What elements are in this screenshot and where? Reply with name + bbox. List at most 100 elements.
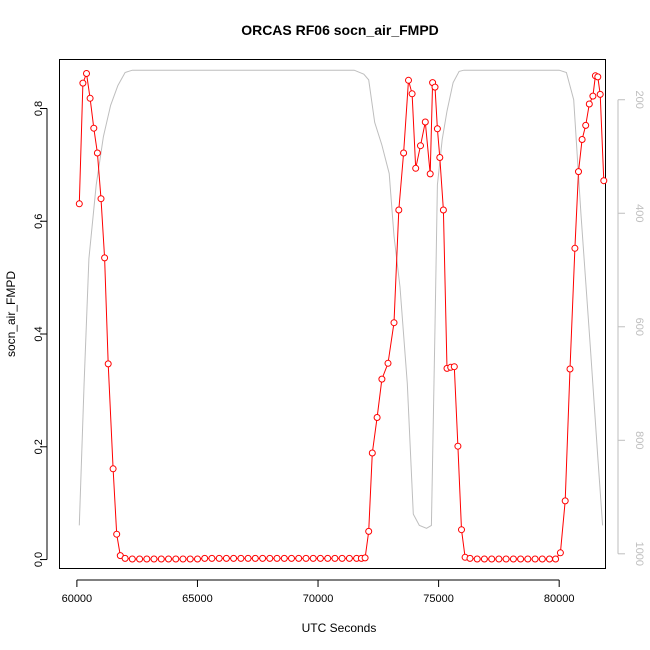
- fmpd-point: [86, 94, 94, 102]
- fmpd-point: [589, 92, 597, 100]
- fmpd-point: [458, 526, 465, 534]
- fmpd-point: [136, 555, 144, 563]
- right-tick-label: 800: [633, 431, 645, 449]
- right-tick-label: 600: [633, 318, 645, 336]
- fmpd-point: [280, 554, 288, 562]
- fmpd-point: [480, 555, 488, 563]
- fmpd-point: [194, 555, 201, 563]
- fmpd-point: [433, 125, 441, 133]
- fmpd-point: [109, 465, 117, 473]
- fmpd-point: [546, 555, 553, 563]
- fmpd-point: [373, 414, 381, 421]
- fmpd-point: [495, 555, 503, 563]
- fmpd-point: [101, 254, 109, 262]
- fmpd-point: [524, 555, 532, 563]
- fmpd-point: [345, 554, 353, 562]
- fmpd-point: [244, 554, 252, 562]
- fmpd-point: [466, 554, 474, 562]
- fmpd-point: [324, 554, 332, 562]
- fmpd-point: [295, 554, 303, 562]
- fmpd-point: [395, 206, 403, 214]
- fmpd-point: [561, 497, 569, 505]
- fmpd-point: [179, 555, 187, 563]
- y-tick-label: 0.2: [33, 439, 45, 454]
- x-tick-label: 60000: [62, 593, 93, 605]
- right-tick-label: 200: [633, 91, 645, 109]
- fmpd-point: [331, 554, 339, 562]
- y-tick-label: 0.6: [33, 214, 45, 229]
- fmpd-point: [365, 527, 373, 535]
- fmpd-point: [90, 124, 98, 132]
- x-axis-label: UTC Seconds: [302, 621, 377, 635]
- fmpd-point: [412, 164, 420, 172]
- fmpd-point: [273, 554, 281, 562]
- fmpd-point: [454, 442, 462, 450]
- fmpd-point: [390, 319, 398, 327]
- fmpd-point: [83, 70, 90, 77]
- y-axis-label: socn_air_FMPD: [4, 271, 18, 357]
- fmpd-point: [502, 555, 510, 563]
- fmpd-point: [594, 73, 602, 81]
- fmpd-point: [215, 554, 223, 562]
- fmpd-point: [531, 555, 539, 563]
- fmpd-point: [473, 555, 481, 563]
- fmpd-point: [172, 555, 180, 563]
- fmpd-point: [121, 554, 129, 562]
- y-tick-label: 0.4: [33, 326, 45, 341]
- x-tick-label: 75000: [423, 593, 454, 605]
- series-layer: [75, 69, 608, 563]
- fmpd-point: [338, 554, 346, 562]
- fmpd-point: [405, 76, 412, 84]
- fmpd-point: [266, 554, 274, 562]
- fmpd-point: [431, 83, 439, 91]
- fmpd-point: [538, 555, 546, 563]
- fmpd-point: [421, 118, 429, 126]
- fmpd-point: [439, 206, 447, 214]
- fmpd-point: [585, 100, 593, 108]
- fmpd-point: [316, 554, 324, 562]
- y-axis: 0.0 0.2 0.4 0.6 0.8: [33, 101, 48, 567]
- fmpd-point: [556, 549, 564, 557]
- fmpd-point: [288, 554, 295, 562]
- fmpd-point: [596, 90, 604, 98]
- y-tick-label: 0.0: [33, 552, 45, 567]
- x-tick-label: 80000: [544, 593, 575, 605]
- fmpd-point: [408, 90, 416, 98]
- fmpd-point: [93, 149, 101, 157]
- fmpd-point: [259, 554, 267, 562]
- fmpd-point: [208, 554, 216, 562]
- fmpd-point: [436, 154, 444, 161]
- chart-title: ORCAS RF06 socn_air_FMPD: [241, 22, 439, 38]
- fmpd-point: [230, 554, 238, 562]
- fmpd-point: [128, 555, 136, 563]
- fmpd-point: [509, 555, 517, 563]
- fmpd-point: [309, 554, 317, 562]
- fmpd-point: [552, 555, 560, 563]
- fmpd-point: [150, 555, 158, 563]
- fmpd-point: [186, 555, 194, 563]
- right-axis: 200 400 600 800 1000: [617, 91, 645, 566]
- x-tick-label: 70000: [303, 593, 334, 605]
- fmpd-point: [113, 530, 121, 538]
- fmpd-point: [575, 168, 582, 176]
- fmpd-point: [566, 365, 574, 373]
- right-tick-label: 1000: [633, 542, 645, 566]
- fmpd-point: [400, 149, 408, 157]
- fmpd-point: [450, 363, 458, 371]
- x-tick-label: 65000: [182, 593, 213, 605]
- plot-frame: [59, 59, 606, 569]
- fmpd-point: [201, 554, 209, 562]
- fmpd-point: [378, 375, 386, 383]
- fmpd-point: [571, 244, 579, 252]
- fmpd-point: [251, 554, 259, 562]
- fmpd-point: [165, 555, 172, 563]
- fmpd-point: [222, 554, 230, 562]
- fmpd-point: [417, 142, 424, 150]
- right-tick-label: 400: [633, 204, 645, 222]
- fmpd-point: [97, 195, 105, 203]
- fmpd-point: [302, 554, 310, 562]
- fmpd-point: [600, 177, 608, 185]
- fmpd-point: [517, 555, 525, 563]
- fmpd-point: [488, 555, 496, 563]
